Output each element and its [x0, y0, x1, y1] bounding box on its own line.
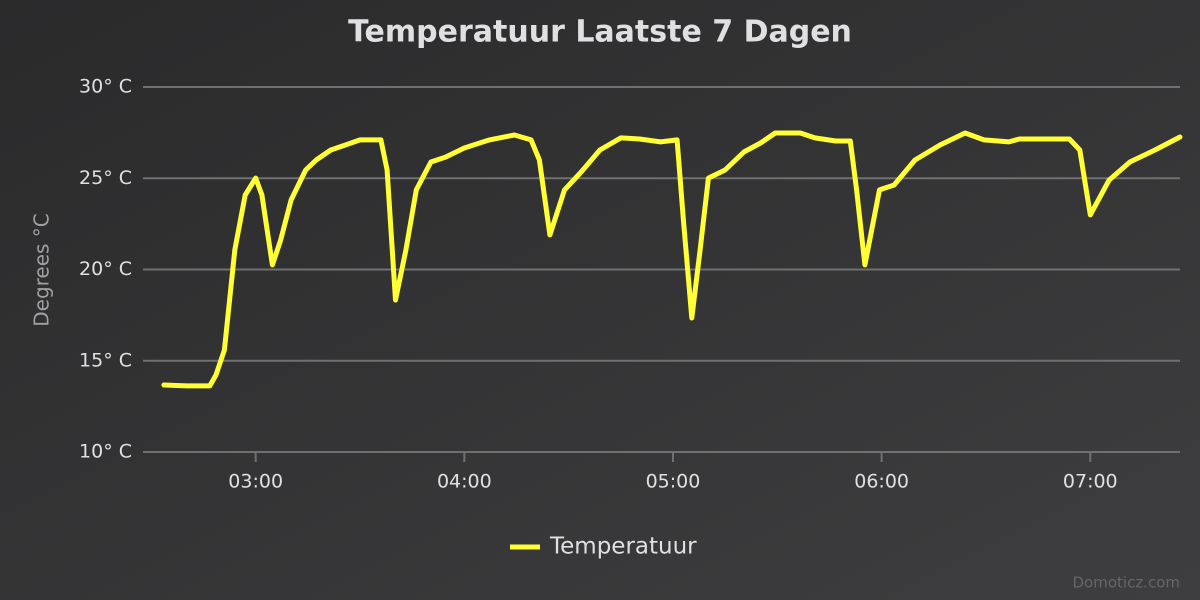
x-tick-label: 05:00 — [646, 471, 701, 493]
x-tick-label: 03:00 — [228, 471, 283, 493]
data-line — [161, 130, 1183, 389]
y-tick-label: 30° C — [79, 76, 132, 98]
x-tick-label: 06:00 — [854, 471, 909, 493]
y-tick-label: 10° C — [79, 441, 132, 463]
x-tick-label: 04:00 — [437, 471, 492, 493]
x-tick-label: 07:00 — [1063, 471, 1118, 493]
legend-label: Temperatuur — [549, 534, 697, 560]
y-tick-label: 25° C — [79, 167, 132, 189]
credits: Domoticz.com — [1073, 574, 1181, 592]
y-axis-title: Degrees °C — [30, 213, 54, 327]
y-tick-label: 20° C — [79, 258, 132, 280]
chart-title: Temperatuur Laatste 7 Dagen — [348, 15, 852, 50]
y-tick-label: 15° C — [79, 349, 132, 371]
